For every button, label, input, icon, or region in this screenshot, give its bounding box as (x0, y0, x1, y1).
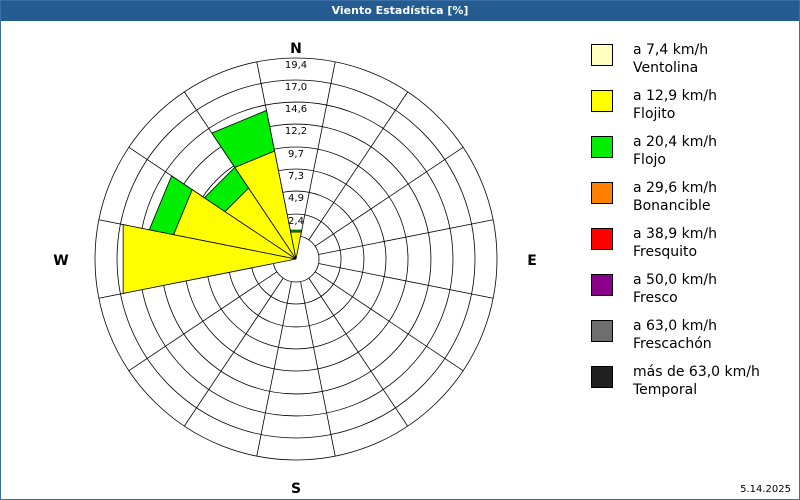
legend-label: a 20,4 km/h Flojo (633, 133, 717, 169)
legend-speed: a 38,9 km/h (633, 226, 717, 242)
grid-spoke (256, 281, 292, 457)
legend-label: a 7,4 km/h Ventolina (633, 41, 708, 77)
legend-name: Fresco (633, 290, 678, 306)
grid-spoke (308, 91, 409, 241)
legend-label: a 29,6 km/h Bonancible (633, 179, 717, 215)
legend-swatch (591, 274, 613, 296)
compass-label-north: N (290, 41, 302, 57)
radial-tick-labels: 2,4 4,9 7,3 9,7 12,2 14,6 17,0 19,4 (285, 60, 307, 227)
radial-tick-label: 9,7 (288, 149, 304, 160)
legend-name: Fresquito (633, 244, 698, 260)
grid-spoke (318, 263, 494, 299)
grid-ring (116, 79, 476, 439)
legend-label: más de 63,0 km/h Temporal (633, 363, 760, 399)
window-title: Viento Estadística [%] (1, 1, 799, 21)
legend-speed: a 63,0 km/h (633, 318, 717, 334)
legend-item: a 29,6 km/h Bonancible (589, 179, 794, 225)
legend-name: Flojo (633, 152, 666, 168)
legend-item: a 63,0 km/h Frescachón (589, 317, 794, 363)
legend-item: a 50,0 km/h Fresco (589, 271, 794, 317)
legend-swatch (591, 90, 613, 112)
legend: a 7,4 km/h Ventolina a 12,9 km/h Flojito a 2… (589, 41, 794, 409)
legend-speed: a 20,4 km/h (633, 134, 717, 150)
legend-name: Flojito (633, 106, 676, 122)
footer-date: 5.14.2025 (740, 484, 791, 495)
compass-label-east: E (527, 253, 537, 269)
legend-name: Ventolina (633, 60, 699, 76)
wind-bars (122, 109, 303, 294)
legend-swatch (591, 228, 613, 250)
legend-speed: más de 63,0 km/h (633, 364, 760, 380)
bar-nnw (211, 109, 275, 168)
legend-swatch (591, 366, 613, 388)
legend-label: a 12,9 km/h Flojito (633, 87, 717, 123)
legend-speed: a 50,0 km/h (633, 272, 717, 288)
legend-speed: a 29,6 km/h (633, 180, 717, 196)
legend-item: a 20,4 km/h Flojo (589, 133, 794, 179)
compass-label-west: W (53, 253, 68, 269)
legend-label: a 63,0 km/h Frescachón (633, 317, 717, 353)
compass-label-south: S (291, 481, 301, 497)
grid-spoke (308, 277, 409, 427)
grid-spoke (183, 277, 284, 427)
radial-tick-label: 2,4 (288, 216, 304, 227)
radial-tick-label: 17,0 (285, 82, 307, 93)
legend-speed: a 7,4 km/h (633, 42, 709, 58)
legend-name: Bonancible (633, 198, 711, 214)
legend-label: a 38,9 km/h Fresquito (633, 225, 717, 261)
legend-speed: a 12,9 km/h (633, 88, 717, 104)
legend-item: a 7,4 km/h Ventolina (589, 41, 794, 87)
legend-item: más de 63,0 km/h Temporal (589, 363, 794, 409)
grid-spoke (128, 271, 278, 372)
legend-swatch (591, 136, 613, 158)
grid-spoke (300, 281, 336, 457)
legend-label: a 50,0 km/h Fresco (633, 271, 717, 307)
grid-spoke (314, 271, 464, 372)
radial-tick-label: 4,9 (288, 193, 304, 204)
bar-wnw (148, 175, 193, 236)
legend-item: a 38,9 km/h Fresquito (589, 225, 794, 271)
bar-n (289, 229, 303, 233)
grid-ring (94, 57, 498, 461)
grid-spoke (318, 219, 494, 255)
grid-spoke (300, 61, 336, 237)
radial-tick-label: 19,4 (285, 60, 307, 71)
radial-tick-label: 7,3 (288, 171, 304, 182)
legend-name: Frescachón (633, 336, 712, 352)
radial-tick-label: 12,2 (285, 126, 307, 137)
legend-item: a 12,9 km/h Flojito (589, 87, 794, 133)
legend-swatch (591, 320, 613, 342)
grid-spoke (314, 146, 464, 247)
legend-swatch (591, 44, 613, 66)
legend-name: Temporal (633, 382, 698, 398)
radial-tick-label: 14,6 (285, 104, 307, 115)
wind-rose-chart: 2,4 4,9 7,3 9,7 12,2 14,6 17,0 19,4 N E S W (53, 41, 537, 497)
legend-swatch (591, 182, 613, 204)
